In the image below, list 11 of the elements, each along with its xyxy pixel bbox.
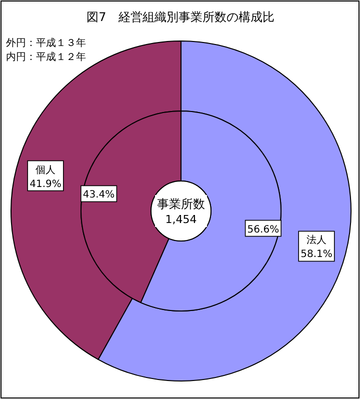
slice-label: 個人 bbox=[36, 164, 56, 176]
text: 外円：平成１３年 bbox=[6, 37, 86, 49]
data-label: 56.6% bbox=[247, 224, 280, 236]
text: 事業所数 bbox=[157, 197, 205, 211]
text: 1,454 bbox=[165, 213, 197, 226]
data-label: 58.1% bbox=[300, 249, 332, 260]
data-label: 43.4% bbox=[82, 190, 115, 201]
text: 内円：平成１２年 bbox=[6, 51, 86, 63]
data-label: 41.9% bbox=[30, 178, 62, 190]
chart-title: 図7 経営組織別事業所数の構成比 bbox=[86, 10, 274, 24]
slice-label: 法人 bbox=[306, 234, 326, 246]
